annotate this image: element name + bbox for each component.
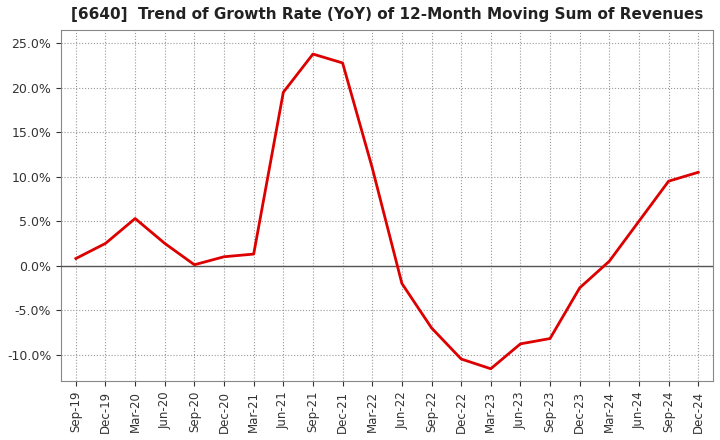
Title: [6640]  Trend of Growth Rate (YoY) of 12-Month Moving Sum of Revenues: [6640] Trend of Growth Rate (YoY) of 12-… xyxy=(71,7,703,22)
